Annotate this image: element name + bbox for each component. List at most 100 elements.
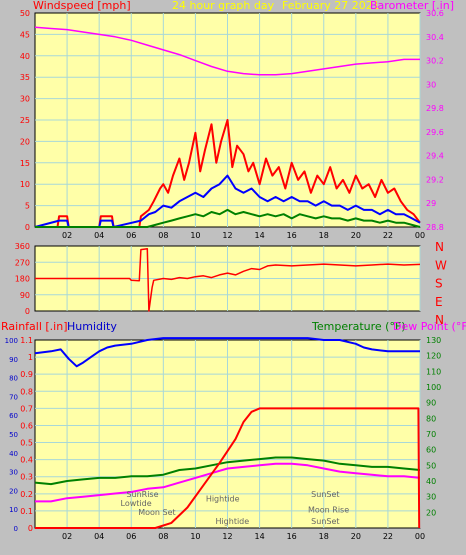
annotation-label: Moon Set — [138, 508, 175, 517]
series-layer — [34, 26, 421, 529]
rain-y-tick-label: 1 — [28, 353, 33, 362]
graph-date: February 27 2021 — [282, 0, 380, 12]
rain-y-tick-label: 0.3 — [20, 473, 33, 482]
barometer-y-tick-label: 28.8 — [426, 223, 444, 232]
x-tick-label: 18 — [319, 231, 329, 240]
x-tick-label: 10 — [190, 231, 200, 240]
x-tick-label: 22 — [383, 231, 393, 240]
temperature-y-tick-label: 120 — [426, 352, 441, 361]
temperature-y-tick-label: 20 — [426, 508, 436, 517]
compass-label: E — [435, 295, 443, 309]
x-tick-label: 10 — [190, 532, 200, 541]
x-tick-label: 00 — [415, 231, 425, 240]
x-tick-label: 02 — [62, 231, 72, 240]
annotation-label: Hightide — [215, 517, 249, 526]
annotation-label: Lowtide — [121, 499, 152, 508]
temperature-y-tick-label: 70 — [426, 430, 436, 439]
barometer-y-tick-label: 30.6 — [426, 9, 444, 18]
annotation-label: SunSet — [311, 490, 339, 499]
humidity-y-tick-label: 20 — [9, 487, 18, 495]
humidity-y-tick-label: 40 — [9, 450, 18, 458]
x-tick-label: 14 — [254, 231, 264, 240]
rain-y-tick-label: 0.2 — [20, 490, 33, 499]
direction-y-tick-label: 180 — [15, 275, 30, 284]
x-tick-label: 12 — [222, 532, 232, 541]
temperature-y-tick-label: 60 — [426, 446, 436, 455]
series-wind_avg — [34, 174, 421, 228]
humidity-y-tick-label: 80 — [9, 375, 18, 383]
barometer-y-tick-label: 29.4 — [426, 152, 444, 161]
wind-y-tick-label: 30 — [20, 95, 30, 104]
wind-y-tick-label: 35 — [20, 73, 30, 82]
x-tick-label: 08 — [158, 231, 168, 240]
rain-y-tick-label: 0 — [28, 524, 33, 533]
barometer-y-tick-label: 29.6 — [426, 128, 444, 137]
x-tick-label: 22 — [383, 532, 393, 541]
temperature-y-tick-label: 100 — [426, 383, 441, 392]
temperature-y-tick-label: 110 — [426, 367, 441, 376]
annotation-label: Moon Rise — [308, 505, 349, 514]
windspeed-axis-title: Windspeed [mph] — [33, 0, 131, 12]
barometer-y-tick-label: 30 — [426, 80, 436, 89]
wind-y-tick-label: 10 — [20, 180, 30, 189]
direction-y-tick-label: 0 — [25, 307, 30, 316]
series-rain — [35, 407, 421, 529]
temperature-axis-title: Temperature (°F) — [311, 320, 406, 333]
direction-y-tick-label: 90 — [20, 291, 30, 300]
wind-y-tick-label: 45 — [20, 30, 30, 39]
direction-y-tick-label: 360 — [15, 242, 30, 251]
barometer-y-tick-label: 30.4 — [426, 33, 444, 42]
temperature-y-tick-label: 40 — [426, 477, 436, 486]
grid-layer — [35, 13, 421, 528]
humidity-y-tick-label: 10 — [9, 506, 18, 514]
humidity-y-tick-label: 30 — [9, 469, 18, 477]
temperature-y-tick-label: 30 — [426, 493, 436, 502]
compass-label: W — [435, 258, 447, 272]
humidity-y-tick-label: 90 — [9, 356, 18, 364]
compass-label: S — [435, 277, 443, 291]
axis-layer: 02 04 06 08 10 12 14 16 18 20 22 005045403530252015… — [5, 9, 444, 541]
humidity-y-tick-label: 100 — [5, 337, 18, 345]
rain-y-tick-label: 0.1 — [20, 507, 33, 516]
rain-y-tick-label: 0.5 — [20, 439, 33, 448]
graph-title: 24 hour graph day — [172, 0, 275, 12]
temperature-y-tick-label: 130 — [426, 336, 441, 345]
compass-label: N — [435, 313, 444, 327]
x-tick-label: 06 — [126, 231, 136, 240]
barometer-y-tick-label: 29.2 — [426, 175, 444, 184]
wind-y-tick-label: 0 — [25, 223, 30, 232]
wind-y-tick-label: 20 — [20, 137, 30, 146]
humidity-y-tick-label: 50 — [9, 431, 18, 439]
annotation-label: SunSet — [311, 517, 339, 526]
x-tick-label: 20 — [351, 532, 361, 541]
x-tick-label: 18 — [319, 532, 329, 541]
x-tick-label: 06 — [126, 532, 136, 541]
humidity-y-tick-label: 60 — [9, 412, 18, 420]
wind-y-tick-label: 15 — [20, 159, 30, 168]
wind-y-tick-label: 25 — [20, 116, 30, 125]
x-tick-label: 04 — [94, 231, 104, 240]
series-direction — [35, 247, 421, 312]
temperature-y-tick-label: 90 — [426, 399, 436, 408]
humidity-y-tick-label: 0 — [14, 525, 18, 533]
rain-y-tick-label: 0.9 — [20, 370, 33, 379]
x-tick-label: 16 — [287, 231, 297, 240]
annotation-label: Hightide — [206, 495, 240, 504]
annotation-label: SunRise — [126, 490, 158, 499]
rain-y-tick-label: 0.7 — [20, 404, 33, 413]
x-tick-label: 14 — [254, 532, 264, 541]
compass-label: N — [435, 240, 444, 254]
rain-y-tick-label: 0.4 — [20, 456, 33, 465]
temperature-y-tick-label: 50 — [426, 461, 436, 470]
rainfall-axis-title: Rainfall [.in] — [1, 320, 68, 333]
x-tick-label: 00 — [415, 532, 425, 541]
series-wind_min — [35, 208, 421, 228]
x-tick-label: 08 — [158, 532, 168, 541]
series-humidity — [34, 337, 420, 368]
x-tick-label: 04 — [94, 532, 104, 541]
barometer-axis-title: Barometer [.in] — [370, 0, 454, 12]
humidity-axis-title: Humidity — [67, 320, 117, 333]
direction-y-tick-label: 270 — [15, 258, 30, 267]
